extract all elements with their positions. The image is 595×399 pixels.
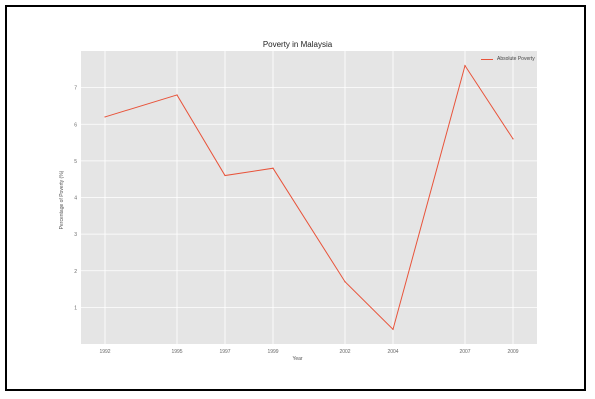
legend-swatch: [481, 59, 493, 60]
y-tick-label: 1: [74, 305, 77, 311]
y-tick-label: 6: [74, 122, 77, 128]
chart-legend: Absolute Poverty: [481, 56, 535, 62]
x-tick-label: 2002: [339, 349, 350, 355]
y-tick-label: 7: [74, 86, 77, 92]
y-tick-label: 4: [74, 196, 77, 202]
x-tick-label: 1995: [171, 349, 182, 355]
data-point: [392, 329, 393, 330]
x-tick-label: 1999: [267, 349, 278, 355]
data-point: [176, 94, 177, 95]
x-tick-label: 1992: [99, 349, 110, 355]
y-tick-label: 5: [74, 159, 77, 165]
data-point: [104, 116, 105, 117]
x-tick-label: 2004: [387, 349, 398, 355]
data-point: [464, 65, 465, 66]
data-point: [344, 281, 345, 282]
data-point: [224, 175, 225, 176]
data-point: [512, 138, 513, 139]
y-tick-label: 3: [74, 232, 77, 238]
legend-label: Absolute Poverty: [497, 56, 535, 62]
x-tick-label: 1997: [219, 349, 230, 355]
data-point: [272, 168, 273, 169]
x-tick-label: 2009: [507, 349, 518, 355]
y-tick-label: 2: [74, 269, 77, 275]
x-tick-label: 2007: [459, 349, 470, 355]
